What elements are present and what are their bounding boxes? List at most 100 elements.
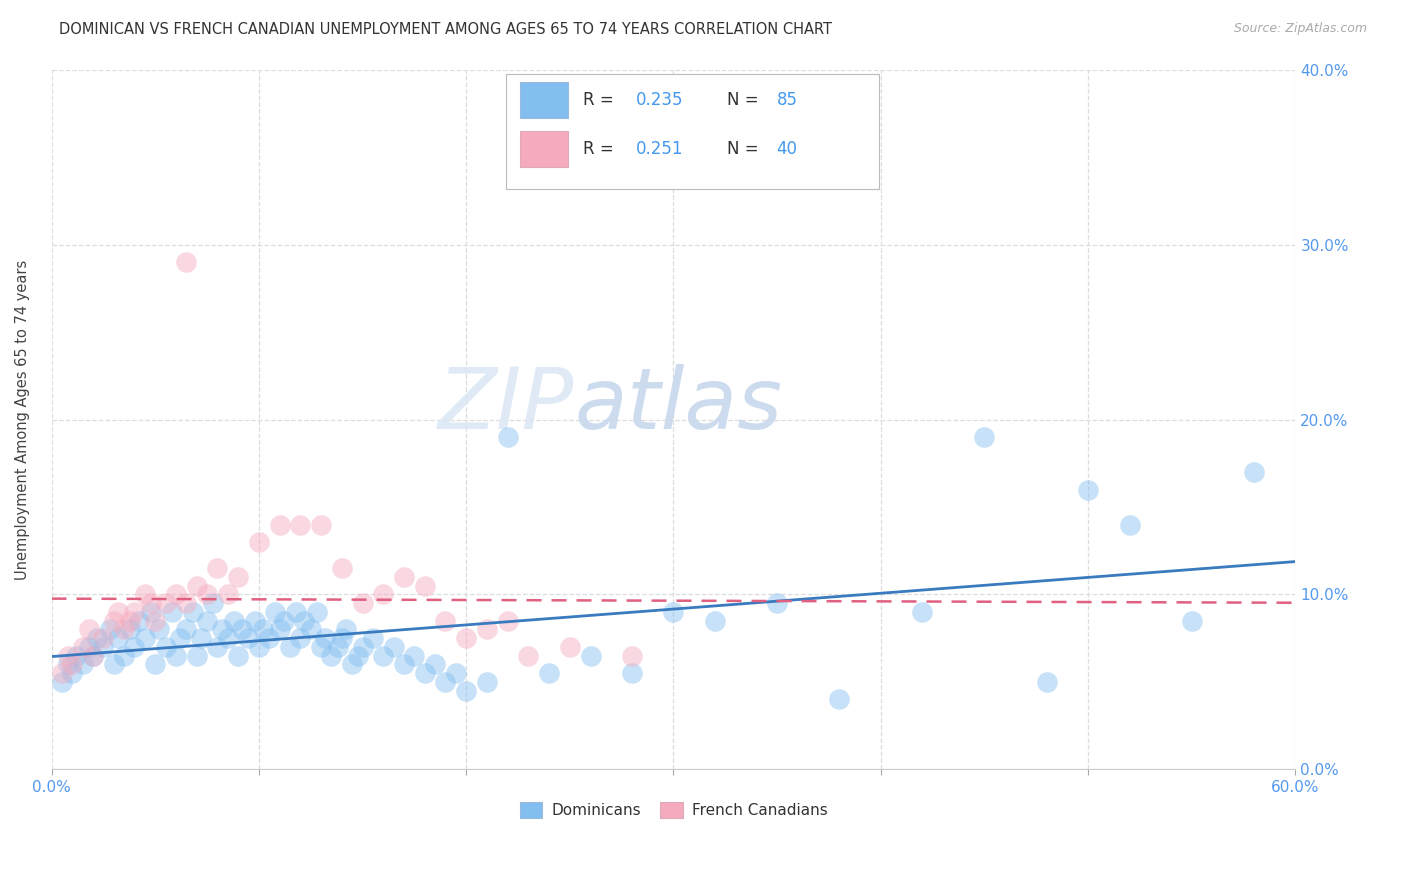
Point (247, 535, 270, 549)
Point (139, 596, 162, 610)
Point (60, 666, 83, 681)
Point (165, 648, 187, 663)
Point (195, 614, 218, 628)
Point (82, 648, 104, 663)
Point (93, 640, 115, 654)
Point (65, 648, 87, 663)
Point (264, 605, 287, 619)
Point (120, 614, 142, 628)
Point (314, 631, 336, 645)
Point (309, 640, 332, 654)
Point (77, 623, 100, 637)
Point (704, 614, 727, 628)
Point (107, 631, 129, 645)
Point (579, 648, 602, 663)
Point (77, 640, 100, 654)
Point (321, 648, 343, 663)
Point (165, 587, 187, 601)
Point (107, 605, 129, 619)
Point (222, 614, 245, 628)
Point (326, 640, 349, 654)
Point (186, 579, 208, 593)
Point (86, 631, 108, 645)
Point (1035, 674, 1057, 689)
Point (231, 623, 253, 637)
Point (434, 614, 457, 628)
Point (404, 648, 426, 663)
Point (169, 631, 191, 645)
Point (1118, 517, 1140, 532)
Point (217, 587, 239, 601)
Point (174, 623, 197, 637)
Point (60, 657, 83, 672)
Point (340, 657, 363, 672)
Text: DOMINICAN VS FRENCH CANADIAN UNEMPLOYMENT AMONG AGES 65 TO 74 YEARS CORRELATION : DOMINICAN VS FRENCH CANADIAN UNEMPLOYMEN… (59, 22, 832, 37)
Point (434, 674, 457, 689)
FancyBboxPatch shape (520, 131, 568, 168)
Point (305, 605, 328, 619)
Point (456, 683, 478, 698)
Point (98, 623, 121, 637)
Point (299, 623, 322, 637)
Text: R =: R = (582, 140, 619, 158)
Point (217, 631, 239, 645)
Point (238, 631, 260, 645)
Point (352, 596, 374, 610)
Point (766, 596, 789, 610)
FancyBboxPatch shape (506, 73, 879, 189)
Point (273, 614, 295, 628)
Point (290, 631, 312, 645)
Point (51, 666, 73, 681)
Text: atlas: atlas (574, 364, 782, 447)
Text: 0.251: 0.251 (636, 140, 683, 158)
Point (257, 631, 280, 645)
Point (828, 692, 851, 706)
Point (72, 640, 94, 654)
Point (278, 640, 301, 654)
Text: 0.235: 0.235 (636, 91, 683, 109)
Text: ZIP: ZIP (437, 364, 574, 447)
Point (103, 614, 125, 628)
Point (211, 623, 233, 637)
Point (190, 631, 212, 645)
Text: R =: R = (582, 91, 619, 109)
Point (148, 623, 170, 637)
Text: Source: ZipAtlas.com: Source: ZipAtlas.com (1233, 22, 1367, 36)
Point (143, 657, 166, 672)
Point (423, 657, 446, 672)
Point (294, 614, 316, 628)
Text: 85: 85 (776, 91, 797, 109)
Point (82, 648, 104, 663)
Point (226, 648, 249, 663)
Point (112, 623, 135, 637)
Point (456, 631, 478, 645)
Point (335, 623, 357, 637)
Point (134, 587, 156, 601)
Point (181, 605, 204, 619)
Point (382, 640, 405, 654)
Point (93, 631, 115, 645)
FancyBboxPatch shape (520, 82, 568, 119)
Point (330, 561, 353, 575)
Point (330, 631, 353, 645)
Point (247, 640, 270, 654)
Point (243, 614, 266, 628)
Point (155, 640, 177, 654)
Point (202, 596, 225, 610)
Point (155, 596, 177, 610)
Point (252, 623, 274, 637)
Point (143, 614, 166, 628)
Text: N =: N = (727, 91, 763, 109)
Point (186, 648, 208, 663)
Text: N =: N = (727, 140, 763, 158)
Point (56, 648, 79, 663)
Point (475, 623, 498, 637)
Point (120, 623, 142, 637)
Point (309, 517, 332, 532)
Point (134, 631, 156, 645)
Point (139, 605, 162, 619)
Point (496, 614, 519, 628)
Point (1181, 614, 1204, 628)
Point (361, 631, 384, 645)
Point (285, 605, 308, 619)
